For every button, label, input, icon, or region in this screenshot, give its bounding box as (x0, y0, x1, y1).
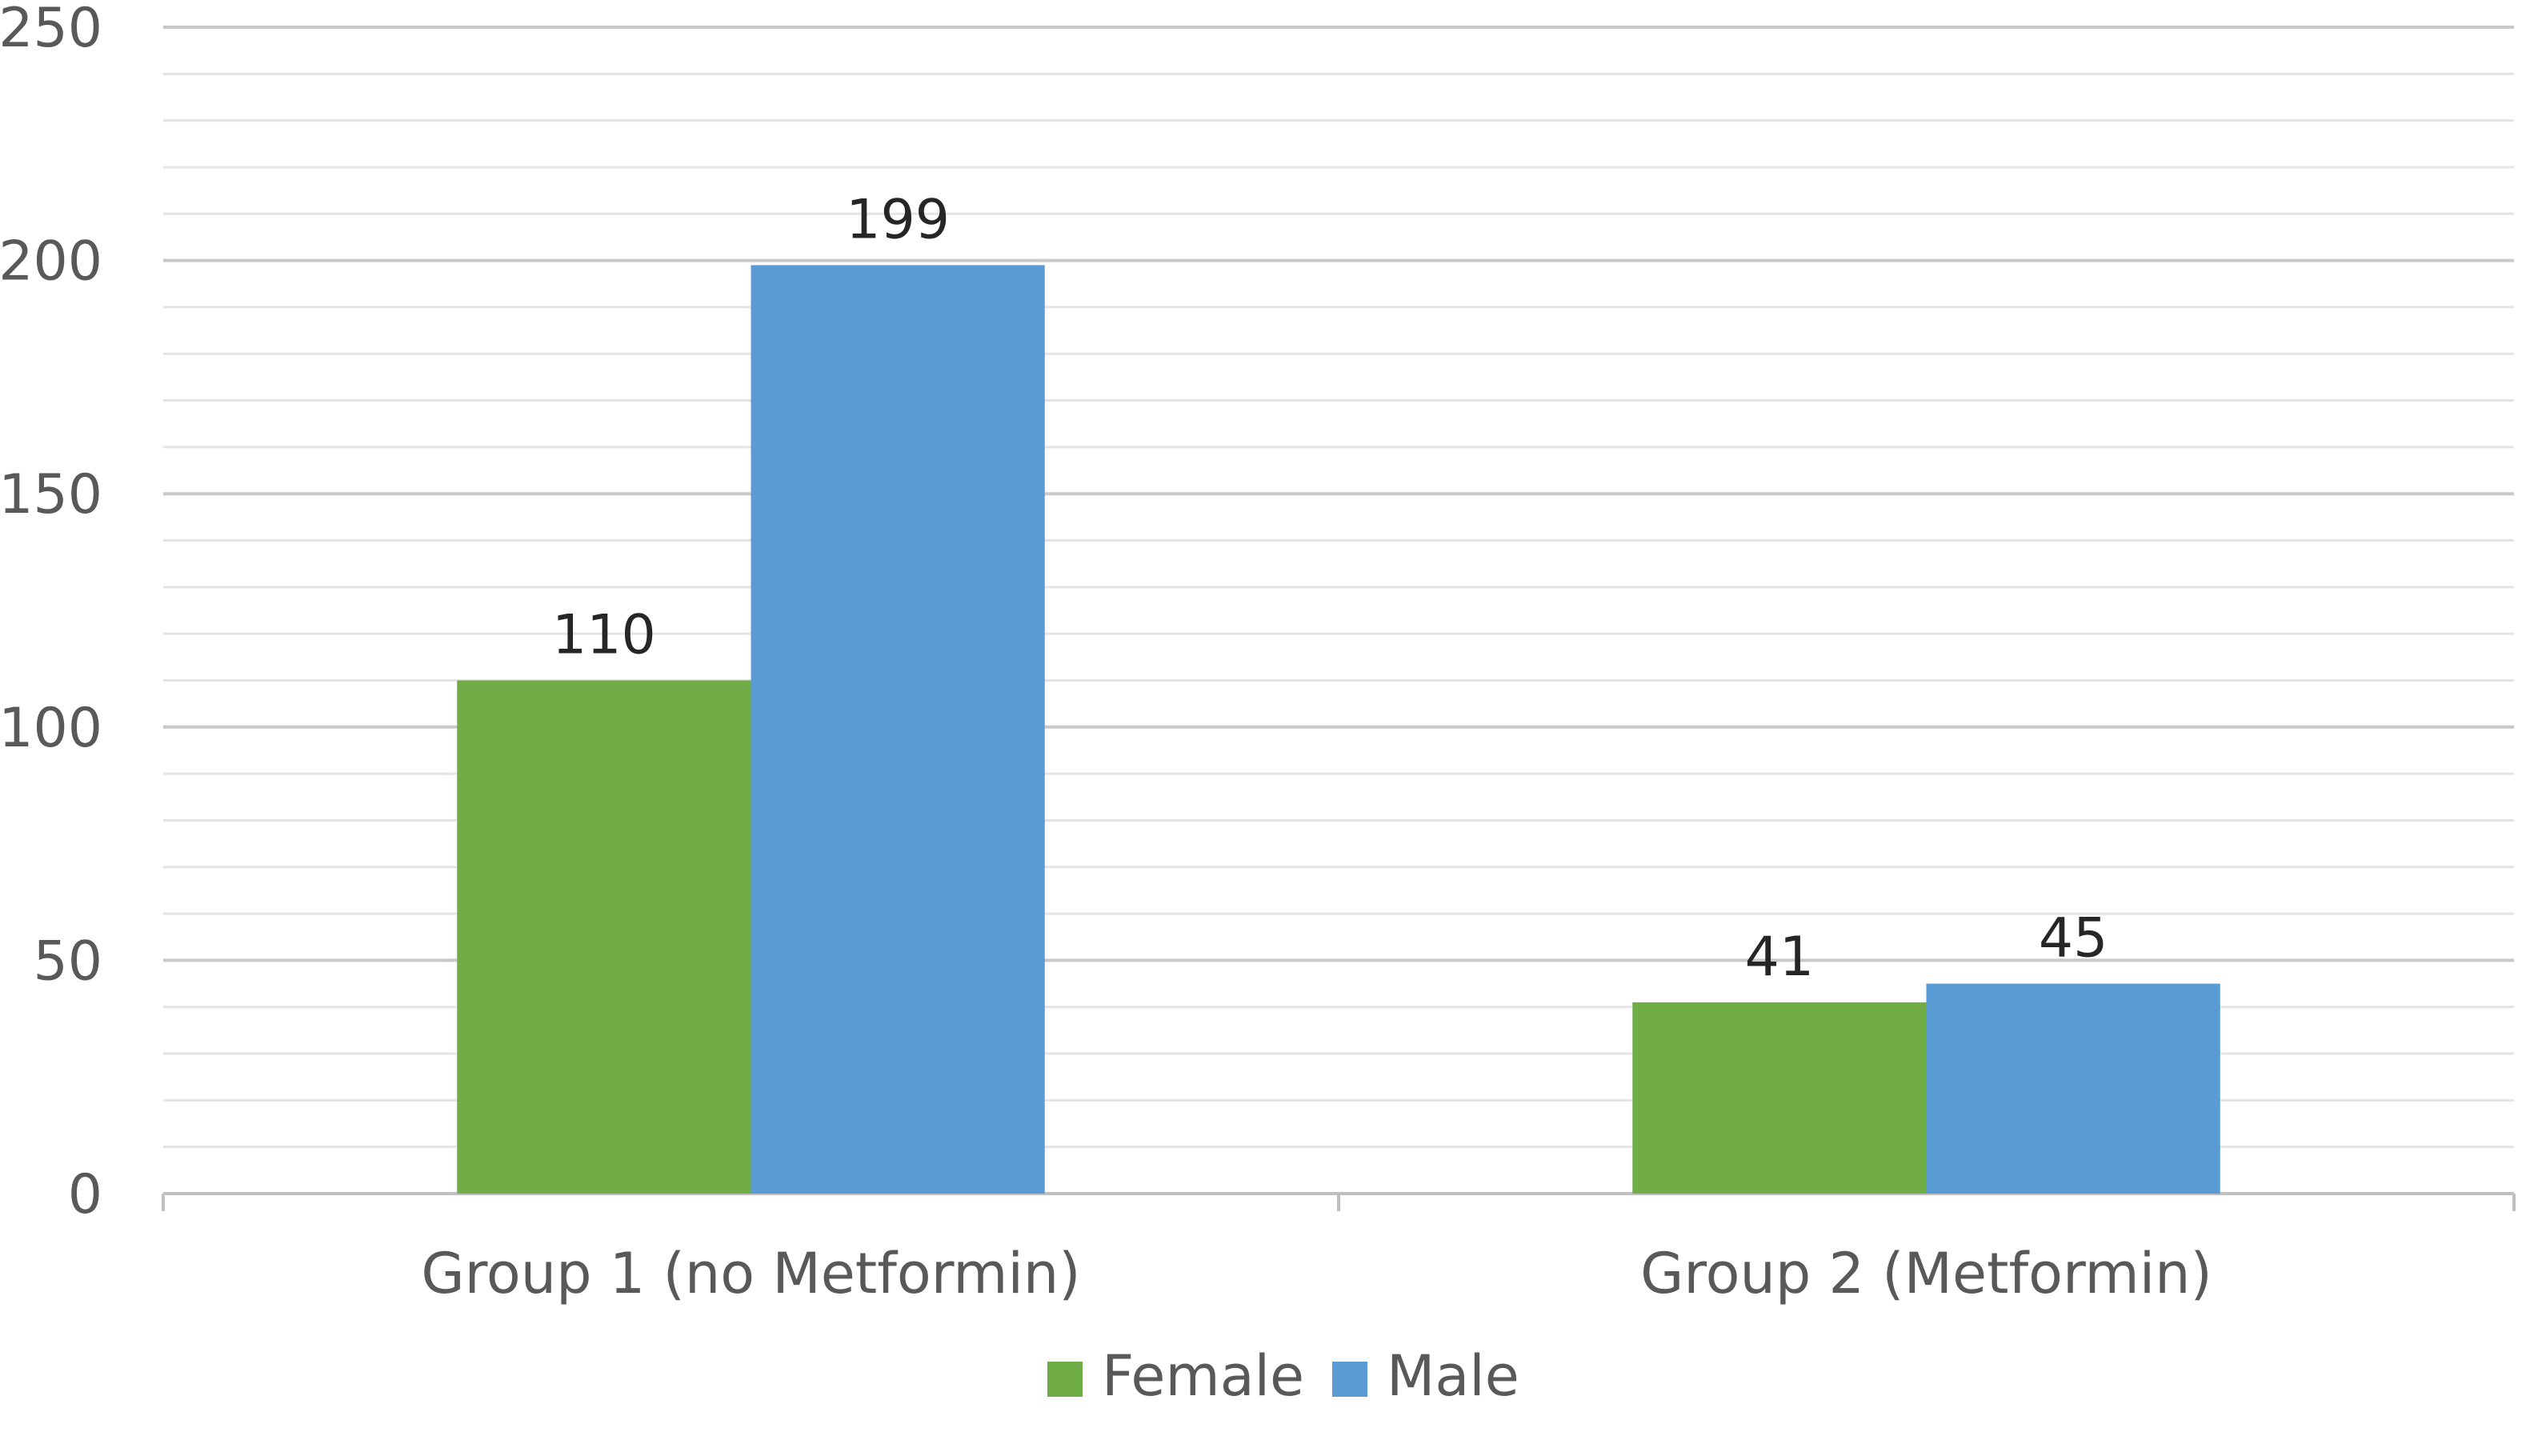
y-tick-label: 50 (33, 930, 102, 993)
y-tick-label: 150 (0, 463, 102, 526)
y-tick-label: 250 (0, 0, 102, 60)
data-label-female-2: 41 (1745, 926, 1815, 989)
data-labels: 110 199 41 45 (552, 188, 2108, 988)
bars (457, 265, 2220, 1194)
y-axis-tick-labels: 0 50 100 150 200 250 (0, 0, 102, 1226)
legend-swatch-male (1332, 1362, 1367, 1397)
bar-female-2 (1632, 1002, 1927, 1194)
data-label-female-1: 110 (552, 603, 656, 666)
bar-female-1 (457, 680, 751, 1194)
category-labels: Group 1 (no Metformin) Group 2 (Metformin… (421, 1241, 2212, 1306)
bar-male-2 (1926, 983, 2220, 1194)
category-label-2: Group 2 (Metformin) (1640, 1241, 2212, 1306)
data-label-male-1: 199 (846, 188, 950, 251)
legend: Female Male (1047, 1343, 1519, 1409)
x-axis (162, 1192, 2516, 1211)
legend-swatch-female (1047, 1362, 1083, 1397)
y-tick-label: 100 (0, 697, 102, 760)
data-label-male-2: 45 (2039, 907, 2108, 970)
y-tick-label: 0 (68, 1163, 102, 1226)
category-label-1: Group 1 (no Metformin) (421, 1241, 1080, 1306)
bar-male-1 (751, 265, 1045, 1194)
legend-label-female: Female (1102, 1343, 1304, 1409)
legend-label-male: Male (1387, 1343, 1519, 1409)
y-tick-label: 200 (0, 230, 102, 294)
